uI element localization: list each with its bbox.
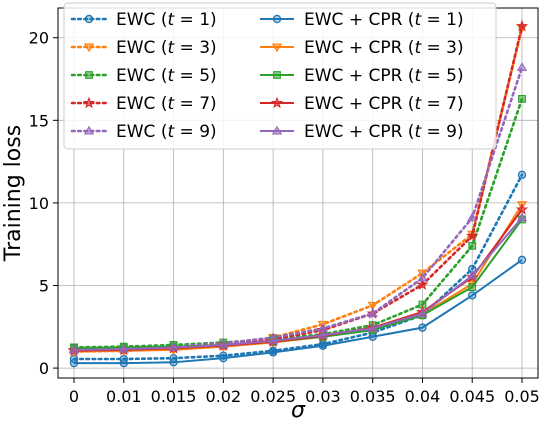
x-tick-label: 0.04	[405, 387, 441, 406]
legend-item: EWC + CPR (t = 5)	[260, 66, 464, 86]
legend-swatch-marker	[273, 71, 281, 79]
data-point	[317, 329, 329, 339]
data-point	[218, 339, 229, 349]
data-point	[416, 278, 429, 290]
data-point	[418, 300, 427, 309]
legend-label: EWC + CPR (t = 3)	[304, 38, 464, 58]
legend-label: EWC (t = 7)	[116, 94, 217, 114]
legend-label: EWC + CPR (t = 9)	[304, 122, 464, 142]
y-tick-label: 20	[29, 29, 49, 48]
data-point	[518, 94, 526, 103]
legend-swatch-marker	[271, 43, 283, 53]
y-tick-label: 15	[29, 111, 49, 130]
series-group	[67, 19, 529, 368]
y-tick-label: 10	[29, 194, 49, 213]
legend-item: EWC (t = 7)	[70, 94, 217, 114]
data-point	[468, 291, 477, 300]
x-tick-label: 0.01	[106, 387, 142, 406]
legend-swatch-marker	[84, 14, 94, 24]
x-tick-label: 0	[69, 387, 79, 406]
legend-item: EWC + CPR (t = 7)	[260, 94, 464, 114]
x-tick-label: 0.05	[504, 387, 540, 406]
data-point	[68, 344, 80, 354]
legend-label: EWC + CPR (t = 5)	[304, 66, 464, 86]
legend-label: EWC (t = 3)	[116, 38, 217, 58]
data-point	[118, 343, 129, 353]
legend-swatch-marker	[83, 43, 95, 53]
legend-item: EWC + CPR (t = 3)	[260, 38, 464, 58]
data-point	[467, 270, 478, 280]
legend-swatch-marker	[272, 14, 282, 24]
legend-label: EWC + CPR (t = 1)	[304, 10, 464, 30]
legend: EWC (t = 1) EWC (t = 3) EWC (t = 5) EWC (t …	[63, 2, 497, 150]
data-point	[367, 301, 378, 311]
data-point	[268, 348, 278, 357]
legend-swatch-marker	[83, 125, 95, 135]
x-axis-label: σ	[291, 398, 306, 420]
data-point	[468, 241, 477, 250]
legend-label: EWC (t = 5)	[116, 66, 217, 86]
legend-label: EWC (t = 9)	[116, 122, 217, 142]
data-point	[466, 229, 479, 242]
legend-item: EWC + CPR (t = 1)	[260, 10, 464, 30]
data-point	[267, 335, 279, 345]
legend-item: EWC (t = 5)	[70, 66, 217, 86]
x-tick-label: 0.035	[350, 387, 396, 406]
data-point	[515, 19, 529, 32]
data-point	[417, 272, 428, 282]
y-tick-label: 0	[39, 359, 49, 378]
legend-label: EWC (t = 1)	[116, 10, 217, 30]
legend-item: EWC (t = 1)	[70, 10, 217, 30]
data-point	[515, 203, 529, 215]
data-point	[219, 353, 228, 363]
legend-swatch-marker	[82, 96, 96, 109]
data-point	[417, 308, 428, 318]
y-tick-label: 5	[39, 277, 49, 296]
legend-swatch-marker	[85, 71, 93, 79]
x-tick-label: 0.025	[250, 387, 296, 406]
series-line	[73, 217, 523, 351]
series-line	[74, 259, 523, 365]
data-point	[169, 358, 178, 367]
data-point	[517, 170, 527, 180]
data-point	[467, 212, 478, 222]
data-point	[418, 323, 427, 332]
x-tick-label: 0.03	[305, 387, 341, 406]
data-point	[468, 283, 477, 292]
data-point	[367, 323, 378, 332]
legend-swatch-marker	[270, 96, 284, 109]
data-point	[318, 341, 328, 351]
data-point	[517, 255, 527, 265]
data-point	[367, 308, 378, 318]
legend-label: EWC + CPR (t = 7)	[304, 94, 464, 114]
legend-swatch-marker	[271, 125, 283, 135]
x-tick-label: 0.045	[449, 387, 495, 406]
legend-item: EWC (t = 3)	[70, 38, 217, 58]
series-line	[72, 97, 524, 349]
y-axis-ticks: 0 5 10 15 20	[29, 29, 58, 378]
x-axis-ticks: 0 0.01 0.015 0.02 0.025 0.03 0.035 0.04 0.045 0.0…	[69, 378, 540, 406]
data-point	[119, 358, 128, 368]
x-tick-label: 0.015	[151, 387, 197, 406]
data-point	[516, 212, 528, 222]
x-tick-label: 0.02	[206, 387, 242, 406]
series-ewc-cpr-t-9	[68, 212, 528, 354]
series-line	[72, 173, 524, 361]
legend-item: EWC (t = 9)	[70, 122, 217, 142]
data-point	[69, 358, 79, 368]
legend-item: EWC + CPR (t = 9)	[260, 122, 464, 142]
y-axis-label: Training loss	[1, 125, 26, 262]
data-point	[516, 62, 528, 71]
data-point	[168, 342, 179, 351]
series-ewc-cpr-t-1	[69, 255, 527, 368]
